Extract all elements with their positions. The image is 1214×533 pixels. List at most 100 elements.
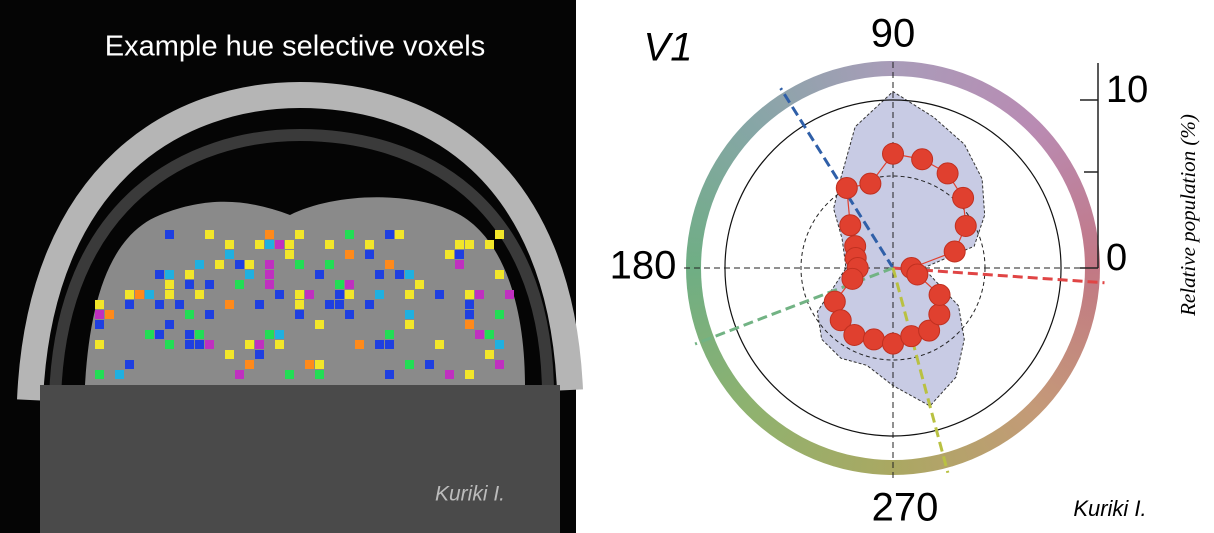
voxel — [255, 300, 264, 309]
voxel — [205, 340, 214, 349]
lower-brain — [40, 385, 560, 533]
voxel — [325, 240, 334, 249]
voxel — [185, 330, 194, 339]
credit: Kuriki I. — [1073, 496, 1146, 521]
voxel — [455, 250, 464, 259]
voxel — [95, 340, 104, 349]
voxel — [355, 340, 364, 349]
voxel — [245, 270, 254, 279]
voxel — [385, 330, 394, 339]
voxel — [205, 310, 214, 319]
voxel — [345, 250, 354, 259]
voxel — [225, 300, 234, 309]
voxel — [115, 370, 124, 379]
voxel — [295, 310, 304, 319]
voxel — [485, 330, 494, 339]
voxel — [95, 320, 104, 329]
voxel — [195, 330, 204, 339]
voxel — [485, 350, 494, 359]
voxel — [415, 280, 424, 289]
voxel — [195, 340, 204, 349]
data-point — [863, 329, 884, 350]
voxel — [265, 270, 274, 279]
data-point — [937, 163, 958, 184]
data-point — [842, 268, 863, 289]
voxel — [335, 290, 344, 299]
voxel — [435, 340, 444, 349]
voxel — [225, 350, 234, 359]
voxel — [455, 240, 464, 249]
voxel — [385, 340, 394, 349]
voxel — [455, 260, 464, 269]
voxel — [435, 290, 444, 299]
theta-tick-label: 180 — [610, 244, 677, 288]
voxel — [385, 260, 394, 269]
voxel — [195, 290, 204, 299]
mri-panel: Example hue selective voxels Kuriki I. — [0, 0, 576, 533]
voxel — [195, 260, 204, 269]
data-point — [953, 187, 974, 208]
voxel — [325, 300, 334, 309]
voxel — [375, 340, 384, 349]
voxel — [185, 310, 194, 319]
voxel — [315, 270, 324, 279]
voxel — [315, 360, 324, 369]
voxel — [365, 240, 374, 249]
voxel — [225, 250, 234, 259]
voxel — [285, 250, 294, 259]
voxel — [155, 270, 164, 279]
voxel — [465, 240, 474, 249]
voxel — [245, 260, 254, 269]
polar-plot: V1010Relative population (%)90180270Kuri… — [610, 12, 1200, 530]
data-point — [883, 143, 904, 164]
voxel — [95, 300, 104, 309]
voxel — [125, 300, 134, 309]
voxel — [365, 250, 374, 259]
voxel — [375, 290, 384, 299]
voxel — [135, 290, 144, 299]
voxel — [265, 230, 274, 239]
voxel — [465, 320, 474, 329]
voxel — [165, 340, 174, 349]
voxel — [205, 230, 214, 239]
voxel — [245, 340, 254, 349]
voxel — [285, 240, 294, 249]
voxel — [255, 340, 264, 349]
data-point — [844, 324, 865, 345]
voxel — [465, 300, 474, 309]
voxel — [475, 330, 484, 339]
voxel — [265, 280, 274, 289]
r-tick-label: 10 — [1106, 69, 1148, 111]
voxel — [395, 270, 404, 279]
data-point — [955, 215, 976, 236]
voxel — [445, 370, 454, 379]
voxel — [275, 340, 284, 349]
voxel — [345, 310, 354, 319]
data-point — [912, 149, 933, 170]
voxel — [335, 280, 344, 289]
voxel — [185, 280, 194, 289]
voxel — [405, 290, 414, 299]
voxel — [275, 330, 284, 339]
voxel — [315, 370, 324, 379]
voxel — [95, 310, 104, 319]
voxel — [505, 290, 514, 299]
canvas: Example hue selective voxels Kuriki I. V… — [0, 0, 1214, 533]
voxel — [105, 310, 114, 319]
data-point — [929, 284, 950, 305]
voxel — [185, 270, 194, 279]
voxel — [445, 250, 454, 259]
data-point — [860, 173, 881, 194]
theta-tick-label: 270 — [872, 486, 939, 530]
theta-tick-label: 90 — [871, 12, 916, 56]
voxel — [165, 320, 174, 329]
voxel — [255, 240, 264, 249]
voxel — [395, 230, 404, 239]
voxel — [405, 360, 414, 369]
r-tick-label: 0 — [1106, 237, 1127, 279]
voxel — [245, 360, 254, 369]
voxel — [465, 370, 474, 379]
voxel — [265, 240, 274, 249]
data-point — [944, 241, 965, 262]
voxel — [295, 290, 304, 299]
